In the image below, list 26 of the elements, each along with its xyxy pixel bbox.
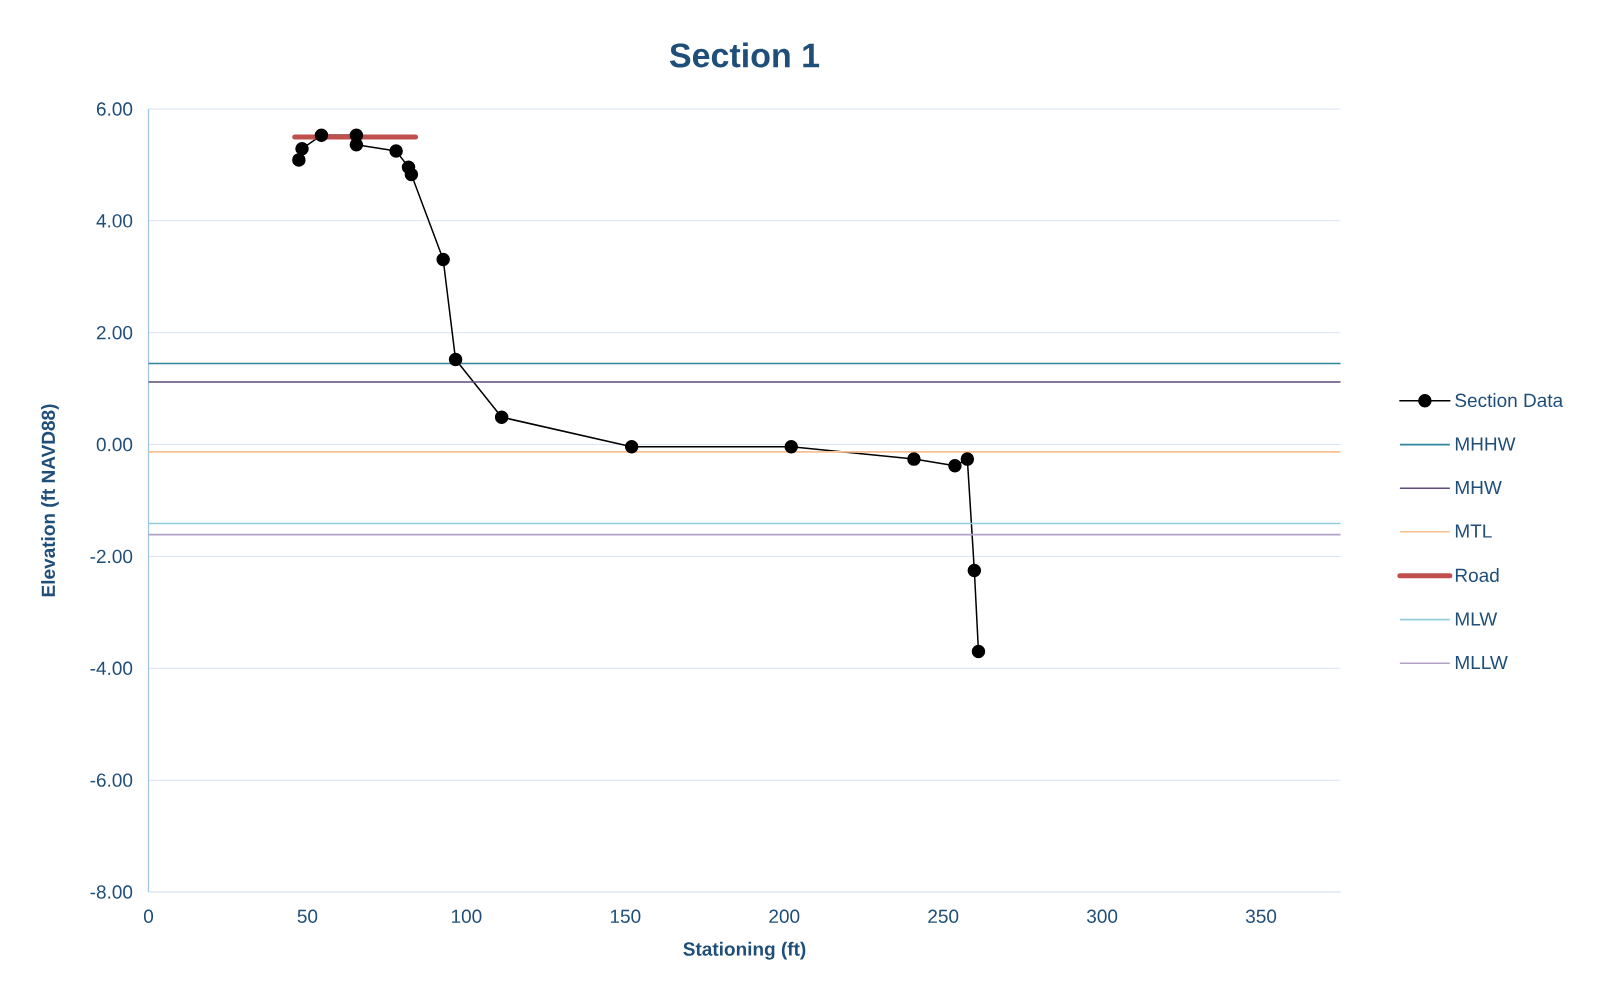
x-tick-label: 350	[1245, 909, 1277, 923]
legend-label: MHW	[1455, 480, 1502, 495]
x-tick-label: 100	[451, 909, 482, 923]
x-tick-label: 0	[143, 909, 154, 923]
x-tick-label: 50	[297, 909, 318, 923]
x-axis-title: Stationing (ft)	[683, 941, 806, 960]
legend-label: MHHW	[1455, 437, 1516, 451]
legend-label: MTL	[1455, 524, 1492, 538]
y-axis-title: Elevation (ft NAVD88)	[41, 404, 59, 597]
chart-title: Section 1	[669, 42, 820, 68]
y-tick-label: -6.00	[90, 773, 133, 787]
y-tick-label: -8.00	[90, 885, 133, 899]
legend-label: MLLW	[1455, 655, 1508, 670]
y-tick-label: 0.00	[96, 437, 133, 452]
x-tick-label: 200	[769, 909, 800, 923]
y-tick-label: -2.00	[90, 549, 133, 564]
y-tick-label: 2.00	[96, 325, 133, 340]
y-tick-label: 6.00	[96, 102, 133, 116]
x-tick-label: 300	[1087, 909, 1118, 923]
y-tick-label: 4.00	[96, 214, 133, 228]
legend-label: MLW	[1455, 612, 1498, 626]
y-tick-label: -4.00	[90, 661, 133, 676]
legend-label: Road	[1455, 568, 1499, 583]
x-tick-label: 150	[610, 909, 641, 923]
x-tick-label: 250	[928, 909, 959, 923]
legend-label: Section Data	[1455, 393, 1564, 408]
